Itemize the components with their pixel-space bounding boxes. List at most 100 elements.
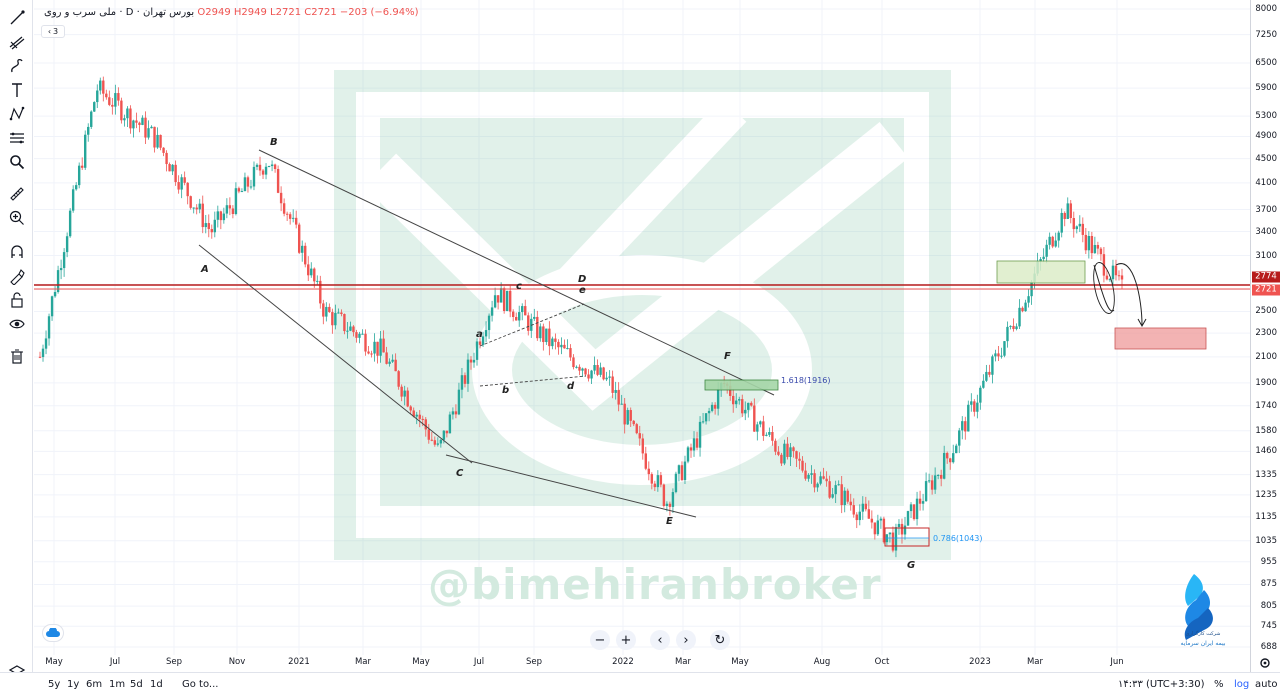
candle-body bbox=[903, 525, 907, 535]
candle-body bbox=[180, 177, 183, 190]
price-tick: 4500 bbox=[1255, 153, 1277, 164]
candle-body bbox=[291, 217, 295, 219]
trendline-tool-icon[interactable] bbox=[6, 32, 28, 52]
upper-trendline[interactable] bbox=[258, 149, 775, 396]
lock-icon[interactable] bbox=[6, 290, 28, 310]
eye-icon[interactable] bbox=[6, 314, 28, 334]
candle-body bbox=[310, 268, 313, 276]
trash-icon[interactable] bbox=[6, 346, 28, 366]
candle-body bbox=[47, 316, 51, 339]
dashed-line-b[interactable] bbox=[479, 375, 587, 387]
lower-trendline[interactable] bbox=[198, 244, 473, 464]
label-C: C bbox=[456, 468, 464, 479]
candle-body bbox=[171, 164, 174, 172]
support-zone-green[interactable] bbox=[996, 260, 1086, 284]
candle-body bbox=[750, 402, 753, 406]
brush-icon[interactable] bbox=[6, 56, 28, 76]
bottom-toolbar: 5y 1y 6m 1m 5d 1d Go to... ۱۴:۳۳ (UTC+3:… bbox=[0, 672, 1280, 697]
candle-body bbox=[789, 447, 792, 457]
fib-zone-1618[interactable] bbox=[704, 379, 779, 391]
reset-chart-button[interactable]: ↻ bbox=[710, 630, 730, 650]
candle-body bbox=[68, 210, 72, 237]
magnet-icon[interactable] bbox=[6, 242, 28, 262]
price-tick: 5900 bbox=[1255, 83, 1277, 94]
pattern-tool-icon[interactable] bbox=[6, 104, 28, 124]
candle-body bbox=[379, 338, 382, 356]
candle-body bbox=[840, 484, 843, 506]
goto-button[interactable]: Go to... bbox=[182, 679, 219, 690]
zoom-in-icon[interactable] bbox=[6, 208, 28, 228]
range-5d-button[interactable]: 5d bbox=[130, 679, 143, 690]
candle-body bbox=[834, 485, 837, 495]
text-tool-icon[interactable] bbox=[6, 80, 28, 100]
range-1d-button[interactable]: 1d bbox=[150, 679, 163, 690]
watermark-logo bbox=[334, 70, 951, 560]
fib-tool-icon[interactable] bbox=[6, 128, 28, 148]
stay-in-drawing-icon[interactable] bbox=[6, 266, 28, 286]
candle-body bbox=[738, 399, 741, 401]
candle-body bbox=[340, 312, 343, 315]
candle-body bbox=[334, 312, 337, 326]
candle-body bbox=[62, 252, 66, 269]
cloud-icon[interactable] bbox=[42, 624, 64, 642]
gear-icon[interactable] bbox=[1258, 656, 1272, 670]
candle-body bbox=[1012, 325, 1015, 330]
label-c: c bbox=[516, 281, 522, 292]
candle-body bbox=[656, 475, 660, 488]
candles bbox=[38, 76, 1124, 558]
range-5y-button[interactable]: 5y bbox=[48, 679, 61, 690]
candle-body bbox=[316, 280, 319, 282]
time-tick: Mar bbox=[674, 657, 692, 667]
price-tick: 4100 bbox=[1255, 177, 1277, 188]
scroll-left-button[interactable]: ‹ bbox=[650, 630, 670, 650]
chart-canvas[interactable]: A B C D E F G a b c d e 1.618(1916) 0.78… bbox=[34, 0, 1250, 672]
candle-body bbox=[692, 438, 696, 451]
auto-toggle[interactable]: auto bbox=[1255, 679, 1278, 690]
candle-body bbox=[174, 164, 177, 183]
candle-body bbox=[768, 432, 771, 435]
symbol-name[interactable]: ملی سرب و روی bbox=[44, 7, 117, 18]
indicator-toggle[interactable]: ‹ 3 bbox=[41, 25, 65, 38]
log-toggle[interactable]: log bbox=[1234, 679, 1250, 690]
fib-zone-0786[interactable] bbox=[884, 527, 930, 547]
candle-body bbox=[569, 348, 572, 358]
candle-body bbox=[355, 332, 358, 338]
ruler-icon[interactable] bbox=[6, 184, 28, 204]
dashed-line-a[interactable] bbox=[479, 303, 585, 347]
interval[interactable]: D bbox=[125, 7, 134, 18]
candle-body bbox=[1054, 240, 1057, 247]
price-tick: 1135 bbox=[1255, 511, 1277, 522]
candle-body bbox=[578, 366, 581, 371]
target-zone-red[interactable] bbox=[1114, 327, 1207, 350]
lower-trendline-2[interactable] bbox=[445, 454, 697, 518]
candle-body bbox=[605, 377, 608, 380]
time-axis[interactable]: May Jul Sep Nov 2021 Mar May Jul Sep 2022 Mar May Au… bbox=[34, 655, 1250, 669]
search-icon[interactable] bbox=[6, 152, 28, 172]
candle-body bbox=[1087, 236, 1091, 251]
symbol-legend[interactable]: ملی سرب و روی · D · بورس تهران O2949 H29… bbox=[44, 7, 419, 18]
time-tick: May bbox=[45, 657, 63, 667]
candle-body bbox=[382, 338, 385, 353]
scroll-right-button[interactable]: › bbox=[676, 630, 696, 650]
candle-body bbox=[59, 268, 63, 271]
range-1m-button[interactable]: 1m bbox=[109, 679, 126, 690]
timezone-display[interactable]: ۱۴:۳۳ (UTC+3:30) bbox=[1118, 679, 1205, 690]
range-6m-button[interactable]: 6m bbox=[86, 679, 103, 690]
candle-body bbox=[391, 359, 394, 362]
candle-body bbox=[701, 421, 705, 423]
candle-body bbox=[933, 475, 937, 490]
range-1y-button[interactable]: 1y bbox=[67, 679, 80, 690]
zoom-out-button[interactable]: − bbox=[590, 630, 610, 650]
percent-toggle[interactable]: % bbox=[1214, 679, 1224, 690]
candle-body bbox=[252, 166, 256, 187]
candle-body bbox=[732, 395, 735, 405]
candle-body bbox=[1066, 203, 1069, 219]
candle-body bbox=[1090, 236, 1094, 254]
price-axis[interactable]: 8000 7250 6500 5900 5300 4900 4500 4100 3700 3400… bbox=[1250, 0, 1280, 672]
candle-body bbox=[677, 465, 681, 474]
candle-body bbox=[304, 245, 307, 265]
zoom-in-button[interactable]: + bbox=[616, 630, 636, 650]
crosshair-icon[interactable] bbox=[6, 8, 28, 28]
candle-body bbox=[542, 326, 545, 343]
candle-body bbox=[475, 341, 479, 360]
